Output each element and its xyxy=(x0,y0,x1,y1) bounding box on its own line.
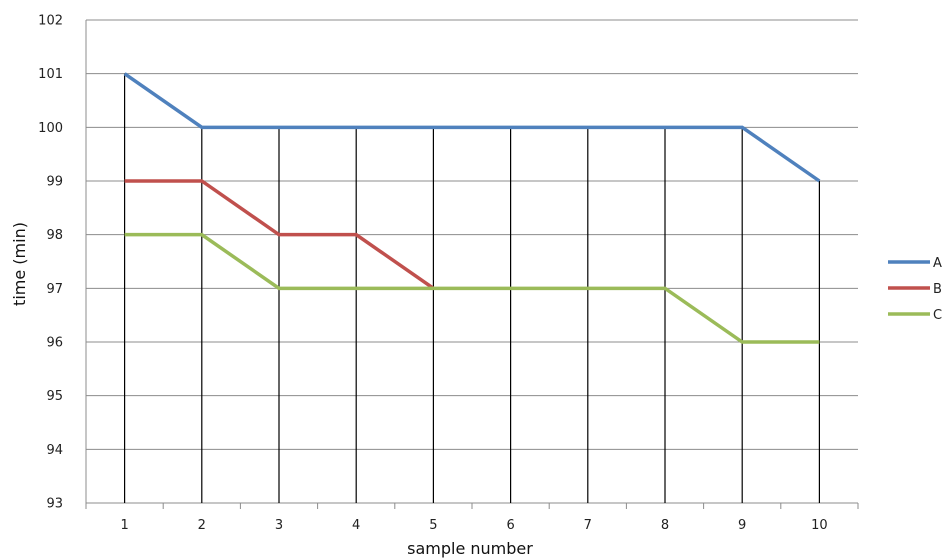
x-tick-label: 6 xyxy=(506,518,514,533)
x-tick-label: 10 xyxy=(811,518,828,533)
y-tick-label: 95 xyxy=(46,389,63,404)
legend: ABC xyxy=(888,256,942,323)
legend-label-a: A xyxy=(933,256,942,271)
legend-label-c: C xyxy=(933,308,942,323)
x-tick-label: 5 xyxy=(429,518,437,533)
y-tick-label: 94 xyxy=(46,443,63,458)
x-tick-label: 4 xyxy=(352,518,360,533)
y-tick-label: 93 xyxy=(46,497,63,512)
y-tick-label: 99 xyxy=(46,175,63,190)
y-tick-label: 101 xyxy=(38,67,63,82)
drop-lines xyxy=(123,73,821,503)
y-tick-label: 102 xyxy=(38,14,63,29)
y-tick-label: 100 xyxy=(38,121,63,136)
x-tick-label: 9 xyxy=(738,518,746,533)
series-line-c xyxy=(124,232,820,344)
x-tick-label: 2 xyxy=(198,518,206,533)
y-tick-label: 97 xyxy=(46,282,63,297)
y-axis-title: time (min) xyxy=(10,222,29,306)
series-line-b xyxy=(124,179,435,290)
series-line-a xyxy=(123,72,821,183)
x-tick-label: 8 xyxy=(661,518,669,533)
axes xyxy=(85,20,859,509)
y-tick-label: 96 xyxy=(46,336,63,351)
x-tick-label: 3 xyxy=(275,518,283,533)
x-tick-label: 1 xyxy=(120,518,128,533)
series-lines xyxy=(123,72,821,344)
legend-label-b: B xyxy=(933,282,942,297)
x-axis-title: sample number xyxy=(407,539,533,558)
x-tick-label: 7 xyxy=(584,518,592,533)
tick-labels: 93 94 95 96 97 98 99 100 101 102 1 2 3 4 5 6 7 8 9 10 xyxy=(38,14,828,534)
y-tick-label: 98 xyxy=(46,228,63,243)
